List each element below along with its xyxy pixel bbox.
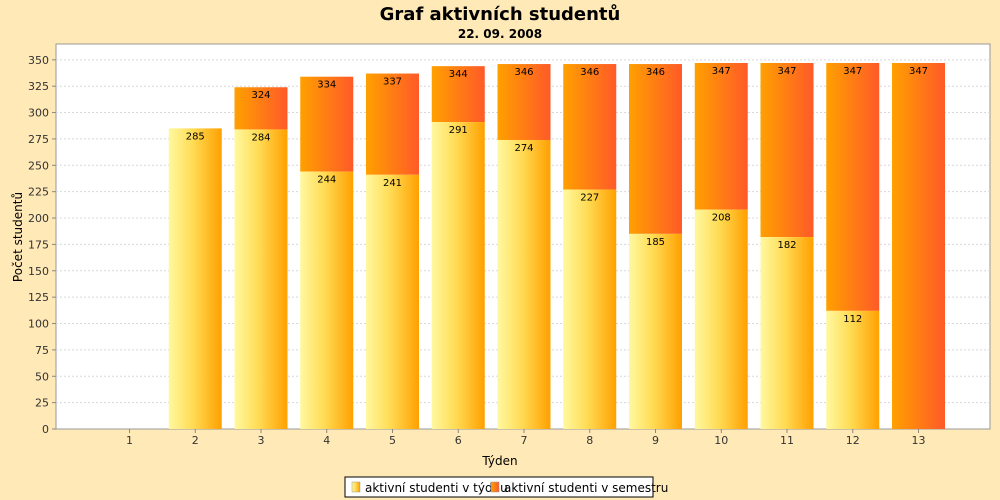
x-axis-ticks: 1 2 3 4 5 6 7 8 9 10 11 12 13 [126,429,926,447]
data-label-semester: 347 [843,66,862,77]
x-tick-label: 11 [780,434,794,447]
bar-semester [234,87,288,130]
bar-week [168,128,222,430]
bar-semester [892,62,945,430]
y-tick-label: 250 [28,159,49,172]
data-label-week: 241 [383,178,402,189]
bar-week [366,174,419,429]
legend-swatch-week [351,481,361,493]
bar-semester [629,64,682,234]
legend-label-semester: aktivní studenti v semestru [504,481,668,495]
y-tick-label: 350 [28,54,49,67]
data-label-semester: 334 [317,80,336,91]
chart-title: Graf aktivních studentů [380,3,621,25]
x-tick-label: 10 [714,434,728,447]
y-tick-label: 200 [28,212,49,225]
data-label-week: 227 [580,193,599,204]
y-tick-label: 325 [28,80,49,93]
bar-week [497,139,551,429]
bar-week [760,237,814,429]
y-axis-ticks: 0 25 50 75 100 125 150 175 200 225 250 275 300 325 350 [28,54,56,436]
bar-semester [563,64,617,190]
bar-week [826,310,880,429]
data-label-semester: 346 [514,67,533,78]
data-label-semester: 347 [909,66,928,77]
y-tick-label: 25 [35,397,49,410]
y-tick-label: 150 [28,265,49,278]
data-label-week: 182 [777,240,796,251]
data-label-semester: 337 [383,77,402,88]
x-tick-label: 13 [912,434,926,447]
bar-week [694,209,748,429]
data-label-semester: 347 [712,66,731,77]
bar-semester [366,73,419,175]
y-tick-label: 50 [35,370,49,383]
y-tick-label: 0 [42,423,49,436]
bar-semester [826,62,880,311]
y-tick-label: 275 [28,133,49,146]
y-tick-label: 100 [28,318,49,331]
bars [168,62,945,430]
x-tick-label: 7 [521,434,528,447]
data-label-semester: 344 [449,69,468,80]
legend: aktivní studenti v týdnu aktivní student… [344,476,668,498]
bar-week [234,129,288,429]
bar-semester [431,66,485,123]
x-axis-label: Týden [481,454,517,468]
bar-week [563,189,617,429]
data-label-week: 244 [317,175,336,186]
x-tick-label: 9 [652,434,659,447]
data-label-semester: 347 [777,66,796,77]
x-tick-label: 3 [258,434,265,447]
data-label-week: 208 [712,213,731,224]
chart-subtitle: 22. 09. 2008 [458,27,542,41]
x-tick-label: 2 [192,434,199,447]
bar-semester [497,64,551,140]
y-tick-label: 75 [35,344,49,357]
bar-semester [760,62,814,238]
data-label-week: 274 [514,143,533,154]
x-tick-label: 5 [389,434,396,447]
data-label-week: 112 [843,314,862,325]
data-label-semester: 346 [646,67,665,78]
y-axis-label: Počet studentů [11,192,25,282]
x-tick-label: 12 [846,434,860,447]
x-tick-label: 4 [323,434,330,447]
y-tick-label: 125 [28,291,49,304]
y-tick-label: 225 [28,186,49,199]
bar-week [629,233,682,429]
x-tick-label: 6 [455,434,462,447]
data-labels: 285 324 284 334 244 337 241 344 291 346 274 346 227 3… [186,66,928,325]
data-label-week: 185 [646,237,665,248]
x-tick-label: 8 [586,434,593,447]
bar-semester [300,76,354,172]
data-label-week: 285 [186,131,205,142]
bar-week [431,122,485,429]
data-label-week: 284 [251,132,270,143]
x-tick-label: 1 [126,434,133,447]
data-label-semester: 324 [251,90,270,101]
legend-swatch-semester [490,481,500,493]
bar-week [300,171,354,430]
bar-semester [694,62,748,210]
data-label-week: 291 [449,125,468,136]
data-label-semester: 346 [580,67,599,78]
y-tick-label: 175 [28,238,49,251]
y-tick-label: 300 [28,107,49,120]
legend-label-week: aktivní studenti v týdnu [365,481,508,495]
